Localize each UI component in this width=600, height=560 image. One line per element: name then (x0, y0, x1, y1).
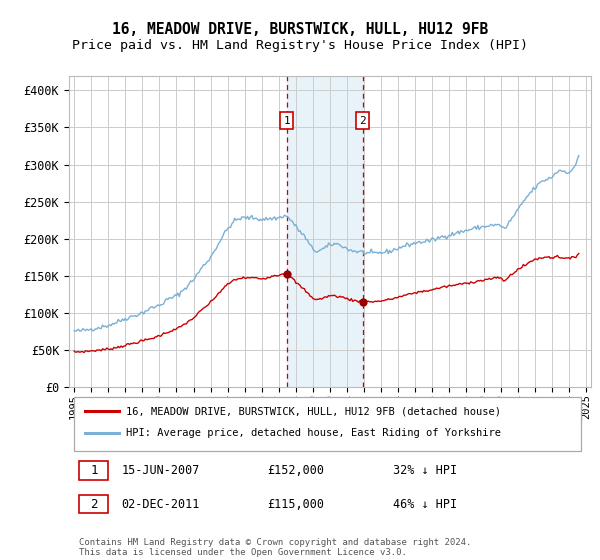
Text: £115,000: £115,000 (268, 498, 325, 511)
Text: Price paid vs. HM Land Registry's House Price Index (HPI): Price paid vs. HM Land Registry's House … (72, 39, 528, 52)
Text: £152,000: £152,000 (268, 464, 325, 477)
FancyBboxPatch shape (79, 495, 108, 514)
Text: 2: 2 (359, 116, 366, 126)
Text: 2: 2 (90, 498, 98, 511)
Text: 16, MEADOW DRIVE, BURSTWICK, HULL, HU12 9FB: 16, MEADOW DRIVE, BURSTWICK, HULL, HU12 … (112, 22, 488, 38)
Text: Contains HM Land Registry data © Crown copyright and database right 2024.
This d: Contains HM Land Registry data © Crown c… (79, 538, 472, 557)
Text: HPI: Average price, detached house, East Riding of Yorkshire: HPI: Average price, detached house, East… (127, 428, 502, 438)
Text: 02-DEC-2011: 02-DEC-2011 (121, 498, 200, 511)
Bar (287, 76, 363, 387)
FancyBboxPatch shape (74, 397, 581, 450)
Text: 15-JUN-2007: 15-JUN-2007 (121, 464, 200, 477)
Text: 1: 1 (283, 116, 290, 126)
Text: 32% ↓ HPI: 32% ↓ HPI (392, 464, 457, 477)
FancyBboxPatch shape (79, 461, 108, 480)
Text: 1: 1 (90, 464, 98, 477)
Text: 46% ↓ HPI: 46% ↓ HPI (392, 498, 457, 511)
Text: 16, MEADOW DRIVE, BURSTWICK, HULL, HU12 9FB (detached house): 16, MEADOW DRIVE, BURSTWICK, HULL, HU12 … (127, 406, 502, 416)
